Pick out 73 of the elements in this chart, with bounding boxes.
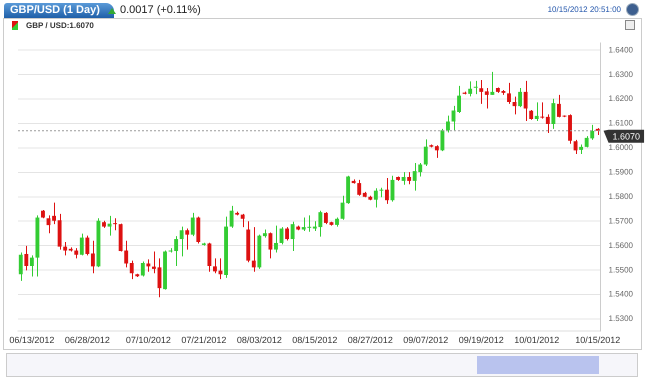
candlestick — [63, 241, 68, 256]
candlestick — [252, 226, 256, 272]
candlestick — [579, 144, 584, 155]
y-tick-label: 1.5400 — [608, 290, 634, 299]
y-tick-label: 1.6000 — [608, 143, 634, 152]
candlestick — [130, 260, 134, 280]
candlestick — [268, 232, 272, 259]
candlestick — [490, 71, 494, 96]
y-tick-label: 1.5300 — [608, 314, 634, 324]
y-tick-label: 1.6400 — [608, 45, 634, 54]
candlestick — [180, 226, 184, 257]
candlestick — [374, 188, 378, 208]
candlestick — [512, 96, 516, 115]
candlestick — [357, 179, 362, 196]
x-tick-label: 10/01/2012 — [514, 335, 560, 346]
legend-label: GBP / USD:1.6070 — [26, 21, 94, 30]
candlestick — [390, 175, 394, 202]
candlestick — [207, 242, 212, 272]
candlestick — [468, 80, 472, 97]
candlestick — [546, 114, 550, 134]
chart-title: GBP/USD (1 Day) — [4, 3, 114, 18]
candlestick — [424, 138, 428, 166]
y-tick-label: 1.5500 — [608, 265, 634, 274]
candlestick — [412, 162, 417, 192]
x-tick-label: 09/07/2012 — [403, 335, 448, 346]
y-tick-label: 1.5600 — [608, 240, 634, 250]
candlestick — [507, 82, 511, 104]
x-tick-label: 08/03/2012 — [236, 335, 282, 346]
x-tick-label: 06/28/2012 — [64, 335, 110, 346]
y-tick-label: 1.6300 — [608, 70, 634, 79]
candlestick — [402, 172, 406, 186]
candlestick — [30, 254, 34, 277]
candlestick — [240, 213, 245, 228]
y-tick-label: 1.6200 — [608, 94, 634, 104]
candlestick — [524, 80, 528, 122]
candlestick — [113, 218, 118, 231]
candlestick — [146, 258, 150, 272]
candlestick — [18, 252, 23, 282]
x-tick-label: 07/10/2012 — [126, 335, 171, 346]
candlestick — [440, 128, 444, 152]
x-tick-label: 08/15/2012 — [292, 335, 338, 346]
y-tick-label: 1.5700 — [608, 216, 634, 226]
x-tick-label: 07/21/2012 — [181, 335, 226, 346]
y-tick-label: 1.6100 — [608, 118, 634, 128]
candlestick — [24, 245, 28, 271]
chart-subtitle: 0.0017 (+0.11%) — [120, 4, 201, 17]
y-tick-label: 1.5900 — [608, 168, 634, 177]
candlestick — [584, 136, 589, 148]
candlestick — [574, 139, 578, 155]
candlestick — [518, 88, 522, 108]
x-tick-label: 06/13/2012 — [9, 335, 54, 346]
candlestick — [274, 225, 278, 253]
candlestick — [285, 226, 290, 242]
text: 10/15/2012 20:51:00 — [548, 5, 621, 14]
candlestick — [290, 221, 295, 252]
candlestick — [335, 217, 339, 228]
candlestick — [384, 177, 389, 204]
candlestick — [551, 98, 556, 130]
candlestick — [379, 187, 384, 198]
ref-line-label: 1.6070 — [612, 131, 640, 142]
candlestick — [140, 261, 145, 277]
candlestick — [302, 217, 306, 232]
x-tick-label: 08/27/2012 — [348, 335, 393, 346]
candlestick — [446, 115, 450, 133]
x-tick-label: 10/15/2012 — [575, 335, 620, 346]
candlestick — [484, 88, 489, 110]
candlestick — [529, 110, 534, 120]
candlestick — [230, 205, 234, 228]
y-tick-label: 1.5800 — [608, 192, 634, 201]
candlestick — [280, 226, 284, 245]
x-tick-label: 09/19/2012 — [458, 335, 504, 346]
candlestick — [407, 172, 412, 185]
candlestick — [108, 215, 112, 236]
